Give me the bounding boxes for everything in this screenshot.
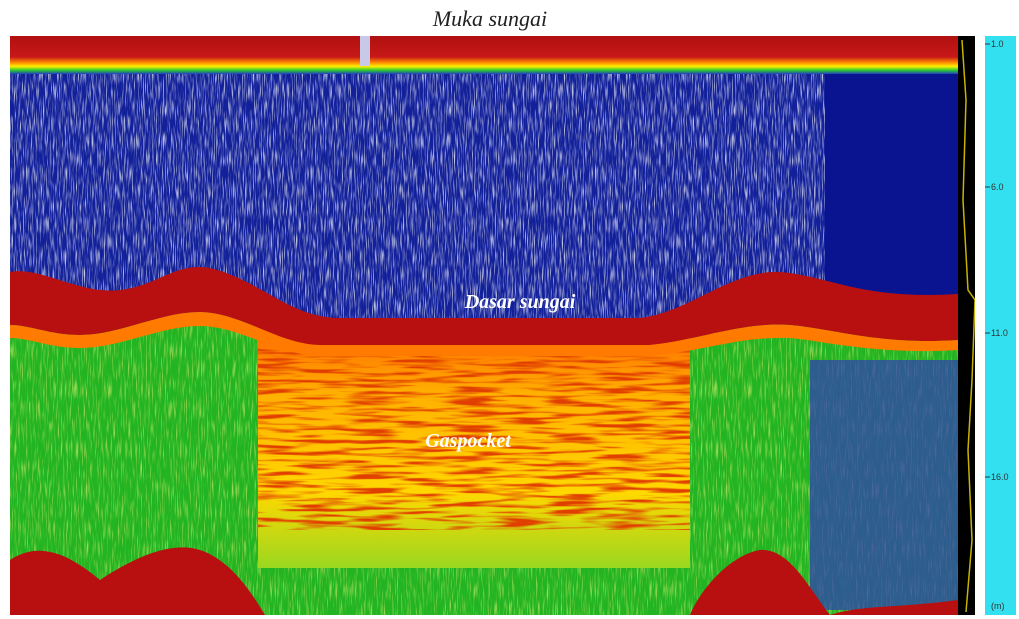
tick-label: 16.0 [991,472,1009,482]
echogram [10,36,958,615]
unit-label: (m) [991,601,1005,611]
trace-strip [958,36,975,615]
tick-label: 11.0 [991,328,1008,338]
depth-scale: 1.0 6.0 11.0 16.0 (m) [958,36,1016,615]
tick-label: 1.0 [991,39,1004,49]
tick-label: 6.0 [991,182,1004,192]
river-bed-label: Dasar sungai [464,291,576,313]
title: Muka sungai [432,6,547,31]
scale-bar [985,36,1016,615]
gas-pocket-label: Gaspocket [425,430,512,452]
scale-gap [975,36,985,615]
